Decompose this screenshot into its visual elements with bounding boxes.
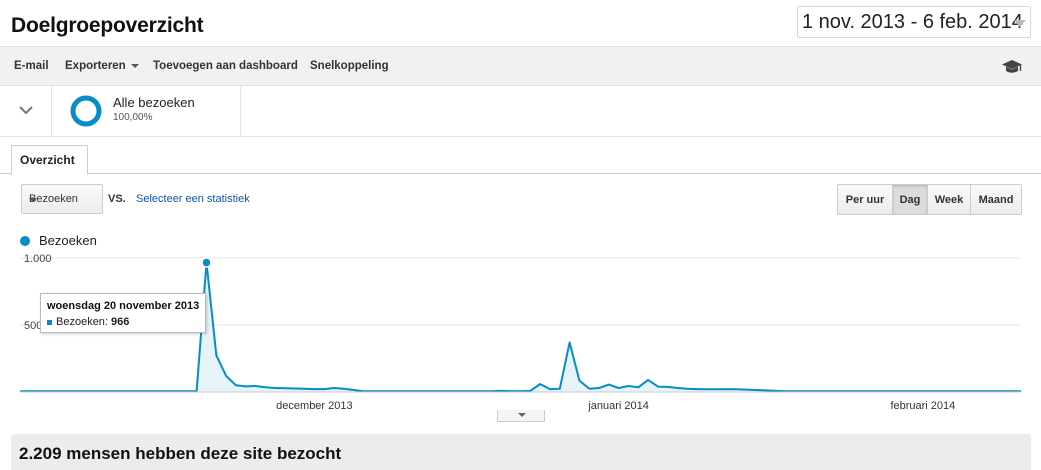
- chevron-down-icon: [29, 198, 37, 202]
- granularity-day-button[interactable]: Dag: [893, 185, 928, 214]
- series-swatch-icon: [47, 319, 52, 325]
- visits-chart[interactable]: 1.000 500 december 2013 januari 2014 februar…: [0, 248, 1041, 428]
- granularity-hourly-button[interactable]: Per uur: [838, 185, 893, 214]
- metric-dropdown-label: Bezoeken: [29, 193, 78, 205]
- granularity-month-button[interactable]: Maand: [971, 185, 1021, 214]
- series-line: [20, 261, 1021, 393]
- granularity-switch: Per uur Dag Week Maand: [837, 184, 1022, 215]
- chevron-down-icon: [19, 106, 33, 115]
- summary-text: 2.209 mensen hebben deze site bezocht: [19, 444, 342, 463]
- email-button[interactable]: E-mail: [14, 60, 49, 72]
- tooltip-row: Bezoeken: 966: [47, 316, 129, 328]
- segment-expand-toggle[interactable]: [0, 86, 52, 137]
- y-tick-label: 1.000: [24, 253, 52, 265]
- tooltip-date: woensdag 20 november 2013: [47, 300, 200, 312]
- add-to-dashboard-button[interactable]: Toevoegen aan dashboard: [153, 60, 298, 72]
- chart-collapse-handle[interactable]: [497, 410, 545, 422]
- highlight-point: [201, 257, 212, 268]
- chevron-down-icon: [130, 63, 139, 68]
- y-tick-label: 500: [24, 320, 42, 332]
- select-metric-link[interactable]: Selecteer een statistiek: [136, 193, 250, 205]
- segment-donut-icon: [70, 95, 102, 127]
- chart-tooltip: woensdag 20 november 2013 Bezoeken: 966: [40, 293, 206, 333]
- x-tick-label: december 2013: [276, 400, 352, 412]
- segment-card[interactable]: Alle bezoeken 100,00%: [52, 86, 241, 137]
- tooltip-value: 966: [111, 316, 130, 328]
- date-range-text: 1 nov. 2013 - 6 feb. 2014: [802, 11, 1023, 33]
- vs-label: VS.: [108, 193, 126, 205]
- tab-overview[interactable]: Overzicht: [11, 145, 88, 175]
- x-tick-label: januari 2014: [587, 400, 649, 412]
- title-bar: Doelgroepoverzicht 1 nov. 2013 - 6 feb. …: [0, 0, 1041, 46]
- segment-name: Alle bezoeken: [113, 95, 195, 110]
- summary-bar: 2.209 mensen hebben deze site bezocht: [11, 434, 1031, 470]
- shortcut-button[interactable]: Snelkoppeling: [310, 60, 389, 72]
- tooltip-series-label: Bezoeken:: [56, 316, 108, 328]
- export-label: Exporteren: [65, 60, 126, 72]
- legend-label: Bezoeken: [39, 233, 97, 248]
- granularity-week-button[interactable]: Week: [928, 185, 971, 214]
- date-range-picker[interactable]: 1 nov. 2013 - 6 feb. 2014: [797, 6, 1031, 38]
- metric-dropdown[interactable]: Bezoeken: [21, 184, 103, 214]
- report-toolbar: E-mail Exporteren Toevoegen aan dashboar…: [0, 46, 1041, 86]
- mortarboard-icon[interactable]: [1001, 58, 1023, 76]
- segment-percentage: 100,00%: [113, 112, 153, 123]
- export-button[interactable]: Exporteren: [65, 60, 139, 72]
- legend-dot-icon: [20, 236, 30, 246]
- report-tabs: Overzicht: [0, 137, 1041, 175]
- page-title: Doelgroepoverzicht: [11, 14, 204, 37]
- chevron-down-icon: [1014, 20, 1026, 27]
- segment-bar: Alle bezoeken 100,00%: [0, 86, 1041, 137]
- x-tick-label: februari 2014: [890, 400, 955, 412]
- chevron-down-icon: [518, 413, 526, 417]
